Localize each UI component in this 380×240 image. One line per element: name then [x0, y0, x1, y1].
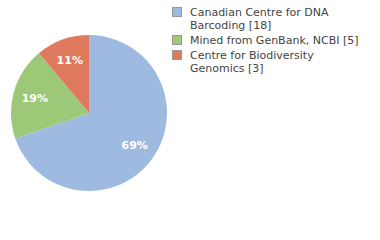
- html-text:Mined from GenBank, NCBI [5]: Mined from GenBank, NCBI [5]: [190, 34, 359, 47]
- svg-text:19%: 19%: [22, 92, 48, 105]
- html-text:Canadian Centre for DNA Barcod: Canadian Centre for DNA Barcoding [18]: [190, 6, 329, 32]
- html-text:Centre for Biodiversity Genomi: Centre for Biodiversity Genomics [3]: [190, 49, 314, 75]
- svg-text:69%: 69%: [122, 139, 148, 152]
- svg-text:11%: 11%: [57, 54, 83, 67]
